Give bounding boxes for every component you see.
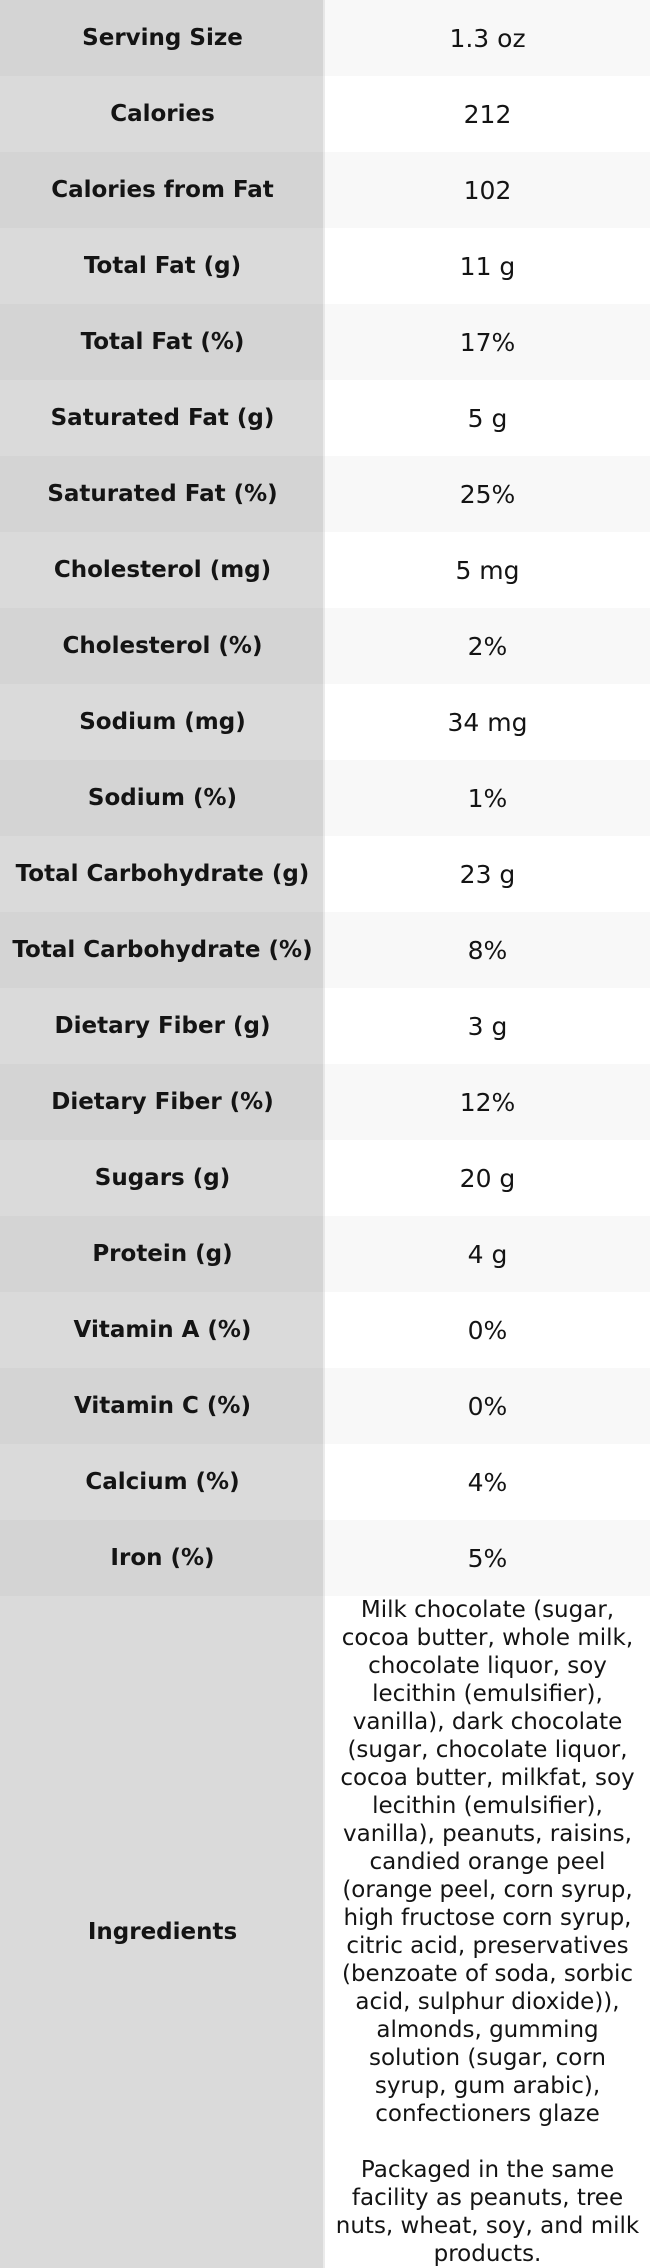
row-label: Total Carbohydrate (%) bbox=[0, 912, 325, 988]
row-label: Total Carbohydrate (g) bbox=[0, 836, 325, 912]
ingredients-label: Ingredients bbox=[0, 1596, 325, 2268]
row-label: Sodium (mg) bbox=[0, 684, 325, 760]
row-ingredients: Ingredients Milk chocolate (sugar, cocoa… bbox=[0, 1596, 650, 2268]
row-value: 34 mg bbox=[325, 684, 650, 760]
row-label: Calories from Fat bbox=[0, 152, 325, 228]
row-label: Calories bbox=[0, 76, 325, 152]
row-value: 5 g bbox=[325, 380, 650, 456]
row-label: Sodium (%) bbox=[0, 760, 325, 836]
row-value: 25% bbox=[325, 456, 650, 532]
row-calories-from-fat: Calories from Fat 102 bbox=[0, 152, 650, 228]
row-value: 0% bbox=[325, 1292, 650, 1368]
row-total-carbohydrate-g: Total Carbohydrate (g) 23 g bbox=[0, 836, 650, 912]
row-total-carbohydrate-pct: Total Carbohydrate (%) 8% bbox=[0, 912, 650, 988]
row-label: Sugars (g) bbox=[0, 1140, 325, 1216]
row-sodium-mg: Sodium (mg) 34 mg bbox=[0, 684, 650, 760]
row-label: Cholesterol (mg) bbox=[0, 532, 325, 608]
row-sodium-pct: Sodium (%) 1% bbox=[0, 760, 650, 836]
row-vitamin-c-pct: Vitamin C (%) 0% bbox=[0, 1368, 650, 1444]
row-label: Saturated Fat (%) bbox=[0, 456, 325, 532]
row-label: Saturated Fat (g) bbox=[0, 380, 325, 456]
row-vitamin-a-pct: Vitamin A (%) 0% bbox=[0, 1292, 650, 1368]
row-total-fat-pct: Total Fat (%) 17% bbox=[0, 304, 650, 380]
row-value: 20 g bbox=[325, 1140, 650, 1216]
row-value: 102 bbox=[325, 152, 650, 228]
row-value: 1% bbox=[325, 760, 650, 836]
row-value: 4 g bbox=[325, 1216, 650, 1292]
row-cholesterol-mg: Cholesterol (mg) 5 mg bbox=[0, 532, 650, 608]
row-value: 212 bbox=[325, 76, 650, 152]
row-value: 12% bbox=[325, 1064, 650, 1140]
row-value: 17% bbox=[325, 304, 650, 380]
row-label: Total Fat (g) bbox=[0, 228, 325, 304]
row-cholesterol-pct: Cholesterol (%) 2% bbox=[0, 608, 650, 684]
row-calories: Calories 212 bbox=[0, 76, 650, 152]
row-value: 8% bbox=[325, 912, 650, 988]
row-label: Vitamin A (%) bbox=[0, 1292, 325, 1368]
ingredients-text: Milk chocolate (sugar, cocoa butter, who… bbox=[325, 1596, 650, 2268]
row-iron-pct: Iron (%) 5% bbox=[0, 1520, 650, 1596]
row-value: 3 g bbox=[325, 988, 650, 1064]
row-serving-size: Serving Size 1.3 oz bbox=[0, 0, 650, 76]
row-saturated-fat-g: Saturated Fat (g) 5 g bbox=[0, 380, 650, 456]
row-value: 5% bbox=[325, 1520, 650, 1596]
row-label: Serving Size bbox=[0, 0, 325, 76]
row-label: Cholesterol (%) bbox=[0, 608, 325, 684]
row-label: Protein (g) bbox=[0, 1216, 325, 1292]
row-saturated-fat-pct: Saturated Fat (%) 25% bbox=[0, 456, 650, 532]
row-label: Vitamin C (%) bbox=[0, 1368, 325, 1444]
row-label: Dietary Fiber (%) bbox=[0, 1064, 325, 1140]
row-total-fat-g: Total Fat (g) 11 g bbox=[0, 228, 650, 304]
row-dietary-fiber-g: Dietary Fiber (g) 3 g bbox=[0, 988, 650, 1064]
row-value: 2% bbox=[325, 608, 650, 684]
row-label: Total Fat (%) bbox=[0, 304, 325, 380]
row-protein-g: Protein (g) 4 g bbox=[0, 1216, 650, 1292]
row-value: 23 g bbox=[325, 836, 650, 912]
row-value: 4% bbox=[325, 1444, 650, 1520]
row-value: 5 mg bbox=[325, 532, 650, 608]
row-value: 1.3 oz bbox=[325, 0, 650, 76]
row-label: Iron (%) bbox=[0, 1520, 325, 1596]
row-dietary-fiber-pct: Dietary Fiber (%) 12% bbox=[0, 1064, 650, 1140]
row-label: Calcium (%) bbox=[0, 1444, 325, 1520]
row-sugars-g: Sugars (g) 20 g bbox=[0, 1140, 650, 1216]
row-calcium-pct: Calcium (%) 4% bbox=[0, 1444, 650, 1520]
row-value: 0% bbox=[325, 1368, 650, 1444]
row-value: 11 g bbox=[325, 228, 650, 304]
row-label: Dietary Fiber (g) bbox=[0, 988, 325, 1064]
